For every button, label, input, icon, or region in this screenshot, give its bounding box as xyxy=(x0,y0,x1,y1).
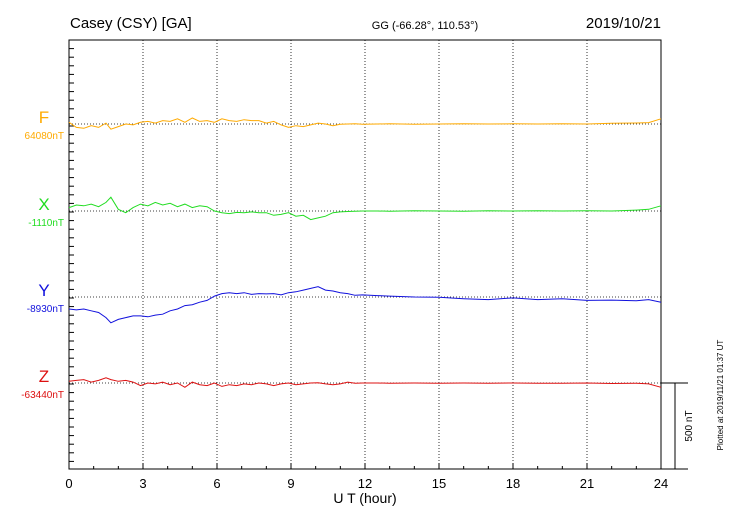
component-name-x: X xyxy=(38,195,49,214)
baseline-value-f: 64080nT xyxy=(25,131,64,142)
trace-y xyxy=(68,286,662,324)
component-name-z: Z xyxy=(39,367,49,386)
x-axis-label: U T (hour) xyxy=(333,490,396,506)
scale-bar: 500 nT xyxy=(661,382,695,470)
x-tick-label: 0 xyxy=(65,476,72,491)
trace-f xyxy=(68,117,662,130)
x-tick-label: 15 xyxy=(432,476,446,491)
plot-date: 2019/10/21 xyxy=(586,15,661,32)
baseline-value-y: -8930nT xyxy=(27,304,64,315)
trace-z xyxy=(68,377,662,388)
component-name-y: Y xyxy=(38,281,49,300)
grid-lines xyxy=(142,40,588,469)
trace-x xyxy=(68,196,662,221)
x-tick-label: 18 xyxy=(506,476,520,491)
station-coordinates: GG (-66.28°, 110.53°) xyxy=(372,20,478,32)
component-labels: F 64080nT X -1110nT Y -8930nT Z -63440nT xyxy=(21,108,64,401)
x-tick-label: 3 xyxy=(139,476,146,491)
axis-ticks xyxy=(68,39,662,469)
data-traces xyxy=(68,117,662,388)
scale-bar-label: 500 nT xyxy=(684,410,695,441)
x-tick-label: 12 xyxy=(358,476,372,491)
x-tick-label: 9 xyxy=(287,476,294,491)
component-name-f: F xyxy=(39,108,49,127)
baseline-value-z: -63440nT xyxy=(21,390,64,401)
x-tick-labels: 0 3 6 9 12 15 18 21 24 xyxy=(65,476,668,491)
x-tick-label: 21 xyxy=(580,476,594,491)
plot-frame xyxy=(68,39,662,470)
plot-timestamp-note: Plotted at 2019/11/21 01:37 UT xyxy=(716,340,725,451)
baseline-value-x: -1110nT xyxy=(28,218,64,229)
x-tick-label: 24 xyxy=(654,476,668,491)
x-tick-label: 6 xyxy=(213,476,220,491)
station-title: Casey (CSY) [GA] xyxy=(70,15,192,32)
